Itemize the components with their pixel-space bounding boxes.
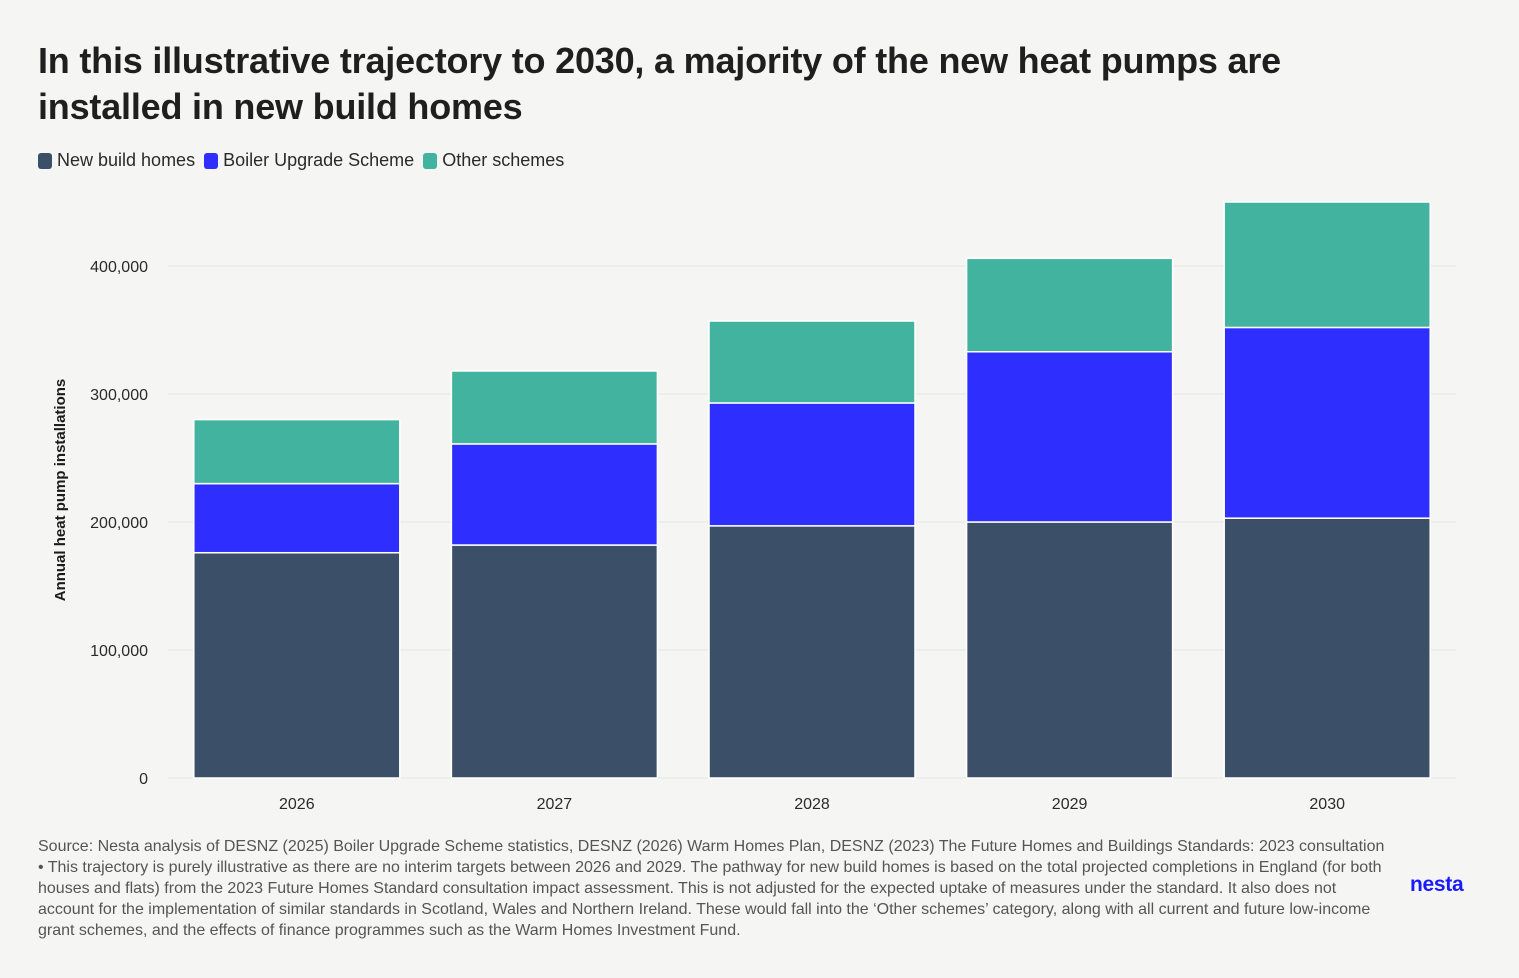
bar-new-build-homes-2029 bbox=[965, 521, 1174, 779]
legend-item-other-schemes[interactable]: Other schemes bbox=[423, 150, 564, 171]
bar-boiler-upgrade-scheme-2026 bbox=[193, 482, 401, 554]
legend-label-other-schemes: Other schemes bbox=[442, 150, 565, 170]
bar-boiler-upgrade-scheme-2028 bbox=[708, 402, 916, 527]
bar-other-schemes-2027 bbox=[450, 370, 659, 445]
bar-new-build-homes-2026 bbox=[193, 551, 401, 779]
bar-other-schemes-2029 bbox=[965, 257, 1174, 353]
source-note: Source: Nesta analysis of DESNZ (2025) B… bbox=[38, 838, 1385, 939]
bar-other-schemes-2028 bbox=[708, 320, 916, 404]
legend-item-boiler-upgrade[interactable]: Boiler Upgrade Scheme bbox=[204, 150, 414, 171]
bar-other-schemes-2026 bbox=[193, 418, 401, 485]
legend-label-boiler-upgrade: Boiler Upgrade Scheme bbox=[223, 150, 415, 170]
legend-swatch-new-build bbox=[38, 152, 52, 169]
x-tick-label: 2030 bbox=[1309, 796, 1345, 813]
x-tick-label: 2026 bbox=[279, 796, 315, 813]
legend: New build homes Boiler Upgrade Scheme Ot… bbox=[38, 150, 573, 171]
nesta-logo: nesta bbox=[1410, 873, 1464, 896]
legend-item-new-build[interactable]: New build homes bbox=[38, 150, 195, 171]
bar-other-schemes-2030 bbox=[1223, 201, 1431, 329]
bar-boiler-upgrade-scheme-2029 bbox=[965, 351, 1174, 523]
legend-label-new-build: New build homes bbox=[57, 150, 196, 170]
bar-new-build-homes-2027 bbox=[450, 544, 659, 779]
x-tick-label: 2029 bbox=[1052, 796, 1088, 813]
stacked-bar-chart: 0 100,000 200,000 300,000 400,000 Annual heat… bbox=[52, 201, 1456, 813]
y-axis-title: Annual heat pump installations bbox=[52, 379, 69, 602]
chart-title: In this illustrative trajectory to 2030,… bbox=[38, 40, 1281, 127]
bar-boiler-upgrade-scheme-2027 bbox=[450, 443, 659, 546]
x-tick-label: 2027 bbox=[537, 796, 573, 813]
y-tick-label: 400,000 bbox=[90, 259, 148, 276]
y-tick-label: 200,000 bbox=[90, 515, 148, 532]
x-tick-label: 2028 bbox=[794, 796, 830, 813]
legend-swatch-boiler-upgrade bbox=[204, 152, 219, 169]
bar-new-build-homes-2028 bbox=[708, 525, 916, 779]
bar-new-build-homes-2030 bbox=[1223, 517, 1431, 779]
legend-swatch-other-schemes bbox=[423, 152, 438, 169]
y-tick-label: 300,000 bbox=[90, 387, 148, 404]
y-tick-label: 0 bbox=[139, 771, 148, 788]
y-tick-label: 100,000 bbox=[90, 643, 148, 660]
bar-boiler-upgrade-scheme-2030 bbox=[1223, 326, 1431, 519]
